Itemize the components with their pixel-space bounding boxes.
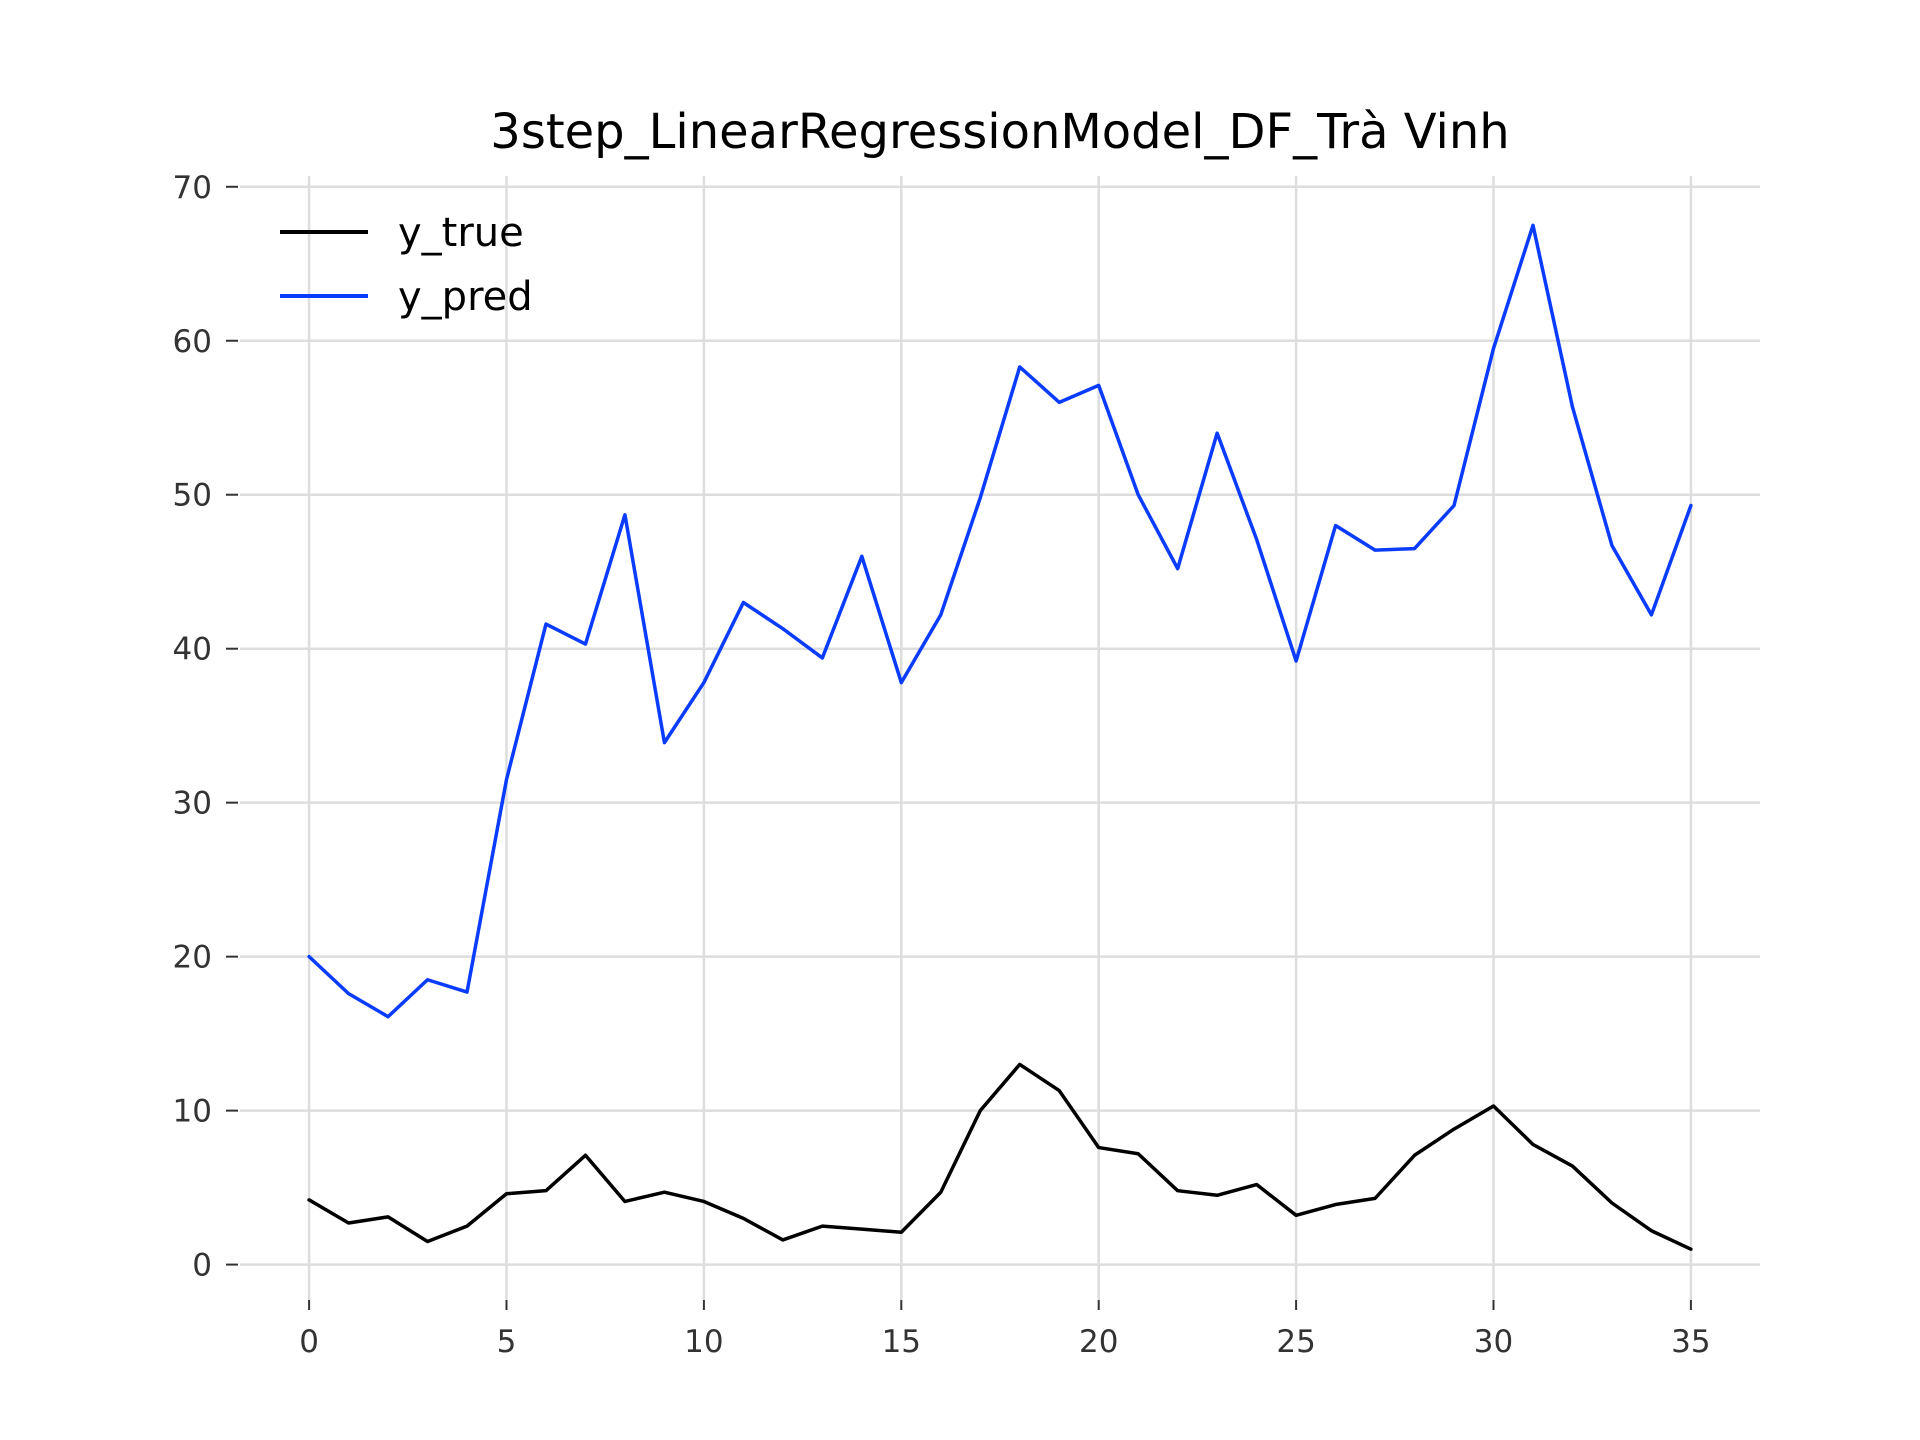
y-tick-label: 20 [173, 940, 212, 976]
x-tick-label: 20 [1079, 1324, 1118, 1360]
legend: y_true y_pred [280, 210, 533, 320]
y-tick-label: 70 [173, 170, 212, 206]
axes: 0 5 10 15 20 25 30 35 0 10 20 30 40 50 60 70 [173, 170, 1711, 1360]
y-tick-label: 10 [173, 1094, 212, 1130]
series-group [307, 223, 1693, 1251]
legend-label-y-true: y_true [398, 210, 524, 256]
legend-label-y-pred: y_pred [398, 274, 533, 320]
series-line-y-true [307, 1062, 1693, 1251]
x-tick-label: 25 [1276, 1324, 1315, 1360]
y-tick-label: 50 [173, 478, 212, 514]
y-tick-label: 0 [192, 1248, 212, 1284]
x-tick-label: 30 [1474, 1324, 1513, 1360]
grid [240, 176, 1760, 1300]
series-line-y-pred [307, 223, 1693, 1019]
x-tick-label: 10 [684, 1324, 723, 1360]
x-tick-label: 5 [497, 1324, 517, 1360]
y-tick-label: 60 [173, 324, 212, 360]
y-tick-label: 30 [173, 786, 212, 822]
x-tick-label: 15 [882, 1324, 921, 1360]
y-tick-label: 40 [173, 632, 212, 668]
x-tick-label: 35 [1671, 1324, 1710, 1360]
chart-title: 3step_LinearRegressionModel_DF_Trà Vinh [490, 104, 1509, 160]
x-tick-label: 0 [299, 1324, 319, 1360]
